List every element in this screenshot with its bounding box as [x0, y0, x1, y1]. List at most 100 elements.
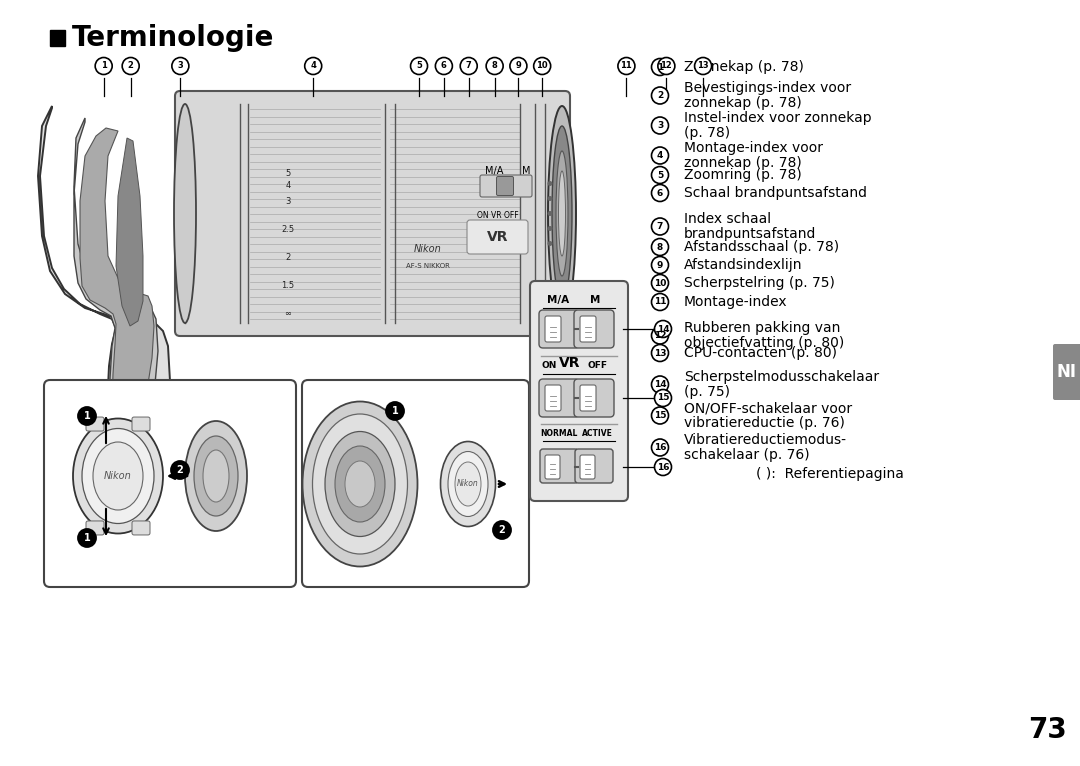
Circle shape — [654, 320, 672, 338]
Circle shape — [410, 57, 428, 74]
Text: Scherpstelring (p. 75): Scherpstelring (p. 75) — [684, 276, 835, 290]
Ellipse shape — [335, 446, 384, 522]
Ellipse shape — [185, 421, 247, 531]
FancyBboxPatch shape — [545, 316, 561, 342]
Text: 4: 4 — [285, 181, 291, 189]
Text: zonnekap (p. 78): zonnekap (p. 78) — [684, 96, 801, 110]
Text: vibratiereductie (p. 76): vibratiereductie (p. 76) — [684, 416, 845, 430]
Ellipse shape — [82, 428, 154, 523]
Text: 11: 11 — [653, 297, 666, 306]
Ellipse shape — [556, 151, 568, 276]
FancyBboxPatch shape — [44, 380, 296, 587]
Text: 2: 2 — [499, 525, 505, 535]
Text: 2: 2 — [657, 91, 663, 100]
Text: Index schaal: Index schaal — [684, 212, 771, 226]
Circle shape — [651, 238, 669, 256]
Circle shape — [534, 57, 551, 74]
FancyBboxPatch shape — [539, 310, 579, 348]
Circle shape — [694, 57, 712, 74]
Circle shape — [651, 407, 669, 424]
Circle shape — [548, 226, 553, 231]
Text: schakelaar (p. 76): schakelaar (p. 76) — [684, 448, 810, 462]
Text: 9: 9 — [515, 61, 522, 70]
Text: M/A: M/A — [485, 166, 503, 176]
Text: ON VR OFF: ON VR OFF — [477, 211, 518, 221]
Text: ON: ON — [542, 362, 557, 371]
Circle shape — [651, 376, 669, 393]
FancyBboxPatch shape — [175, 91, 570, 336]
Text: brandpuntsafstand: brandpuntsafstand — [684, 227, 816, 241]
FancyBboxPatch shape — [545, 385, 561, 411]
Text: Afstandsschaal (p. 78): Afstandsschaal (p. 78) — [684, 240, 839, 254]
Ellipse shape — [194, 436, 238, 516]
Circle shape — [548, 211, 553, 216]
Text: 1: 1 — [83, 411, 91, 421]
Ellipse shape — [203, 450, 229, 502]
Ellipse shape — [302, 401, 418, 567]
Text: M: M — [522, 166, 530, 176]
FancyBboxPatch shape — [497, 176, 513, 195]
Circle shape — [651, 274, 669, 292]
FancyBboxPatch shape — [573, 310, 615, 348]
Circle shape — [651, 439, 669, 456]
Text: 15: 15 — [657, 394, 670, 402]
Circle shape — [122, 57, 139, 74]
Circle shape — [658, 57, 675, 74]
Ellipse shape — [448, 451, 488, 516]
Text: M/A: M/A — [546, 295, 569, 305]
FancyBboxPatch shape — [539, 379, 579, 417]
Text: 12: 12 — [661, 61, 672, 70]
Text: 1: 1 — [83, 533, 91, 543]
Circle shape — [618, 57, 635, 74]
Text: 10: 10 — [537, 61, 548, 70]
Ellipse shape — [174, 104, 195, 323]
Text: 73: 73 — [1028, 716, 1066, 744]
Text: Nikon: Nikon — [457, 480, 478, 489]
Ellipse shape — [441, 441, 496, 526]
Text: 15: 15 — [653, 411, 666, 420]
FancyBboxPatch shape — [530, 281, 627, 501]
Ellipse shape — [312, 414, 407, 554]
FancyBboxPatch shape — [132, 521, 150, 535]
Circle shape — [305, 57, 322, 74]
Text: ( ):  Referentiepagina: ( ): Referentiepagina — [756, 467, 904, 481]
FancyBboxPatch shape — [86, 417, 104, 431]
Text: 4: 4 — [657, 151, 663, 160]
Circle shape — [651, 345, 669, 362]
FancyBboxPatch shape — [540, 449, 578, 483]
Text: VR: VR — [487, 230, 509, 244]
Text: 1.5: 1.5 — [282, 280, 295, 290]
Text: 1: 1 — [392, 406, 399, 416]
FancyBboxPatch shape — [467, 220, 528, 254]
Text: AF-S NIKKOR: AF-S NIKKOR — [406, 263, 450, 269]
Text: 1: 1 — [100, 61, 107, 70]
FancyBboxPatch shape — [573, 379, 615, 417]
Text: 3: 3 — [285, 197, 291, 205]
Polygon shape — [80, 128, 154, 436]
Circle shape — [651, 166, 669, 184]
Text: OFF: OFF — [588, 362, 607, 371]
Circle shape — [435, 57, 453, 74]
Text: 14: 14 — [653, 380, 666, 389]
Text: 5: 5 — [657, 171, 663, 179]
Text: 2: 2 — [285, 253, 291, 261]
Text: Rubberen pakking van: Rubberen pakking van — [684, 321, 840, 335]
Text: Zoomring (p. 78): Zoomring (p. 78) — [684, 168, 801, 182]
Circle shape — [651, 147, 669, 164]
Text: 3: 3 — [177, 61, 184, 70]
Text: Scherpstelmodusschakelaar: Scherpstelmodusschakelaar — [684, 370, 879, 384]
Circle shape — [654, 389, 672, 407]
Text: 10: 10 — [653, 279, 666, 287]
Circle shape — [78, 529, 96, 547]
Ellipse shape — [455, 462, 481, 506]
Circle shape — [548, 241, 553, 246]
Text: zonnekap (p. 78): zonnekap (p. 78) — [684, 156, 801, 170]
Polygon shape — [38, 106, 170, 470]
Text: Nikon: Nikon — [414, 244, 442, 254]
Circle shape — [95, 57, 112, 74]
Text: 14: 14 — [657, 325, 670, 333]
Circle shape — [171, 461, 189, 479]
Circle shape — [651, 58, 669, 76]
Ellipse shape — [345, 461, 375, 507]
Text: 6: 6 — [657, 188, 663, 198]
